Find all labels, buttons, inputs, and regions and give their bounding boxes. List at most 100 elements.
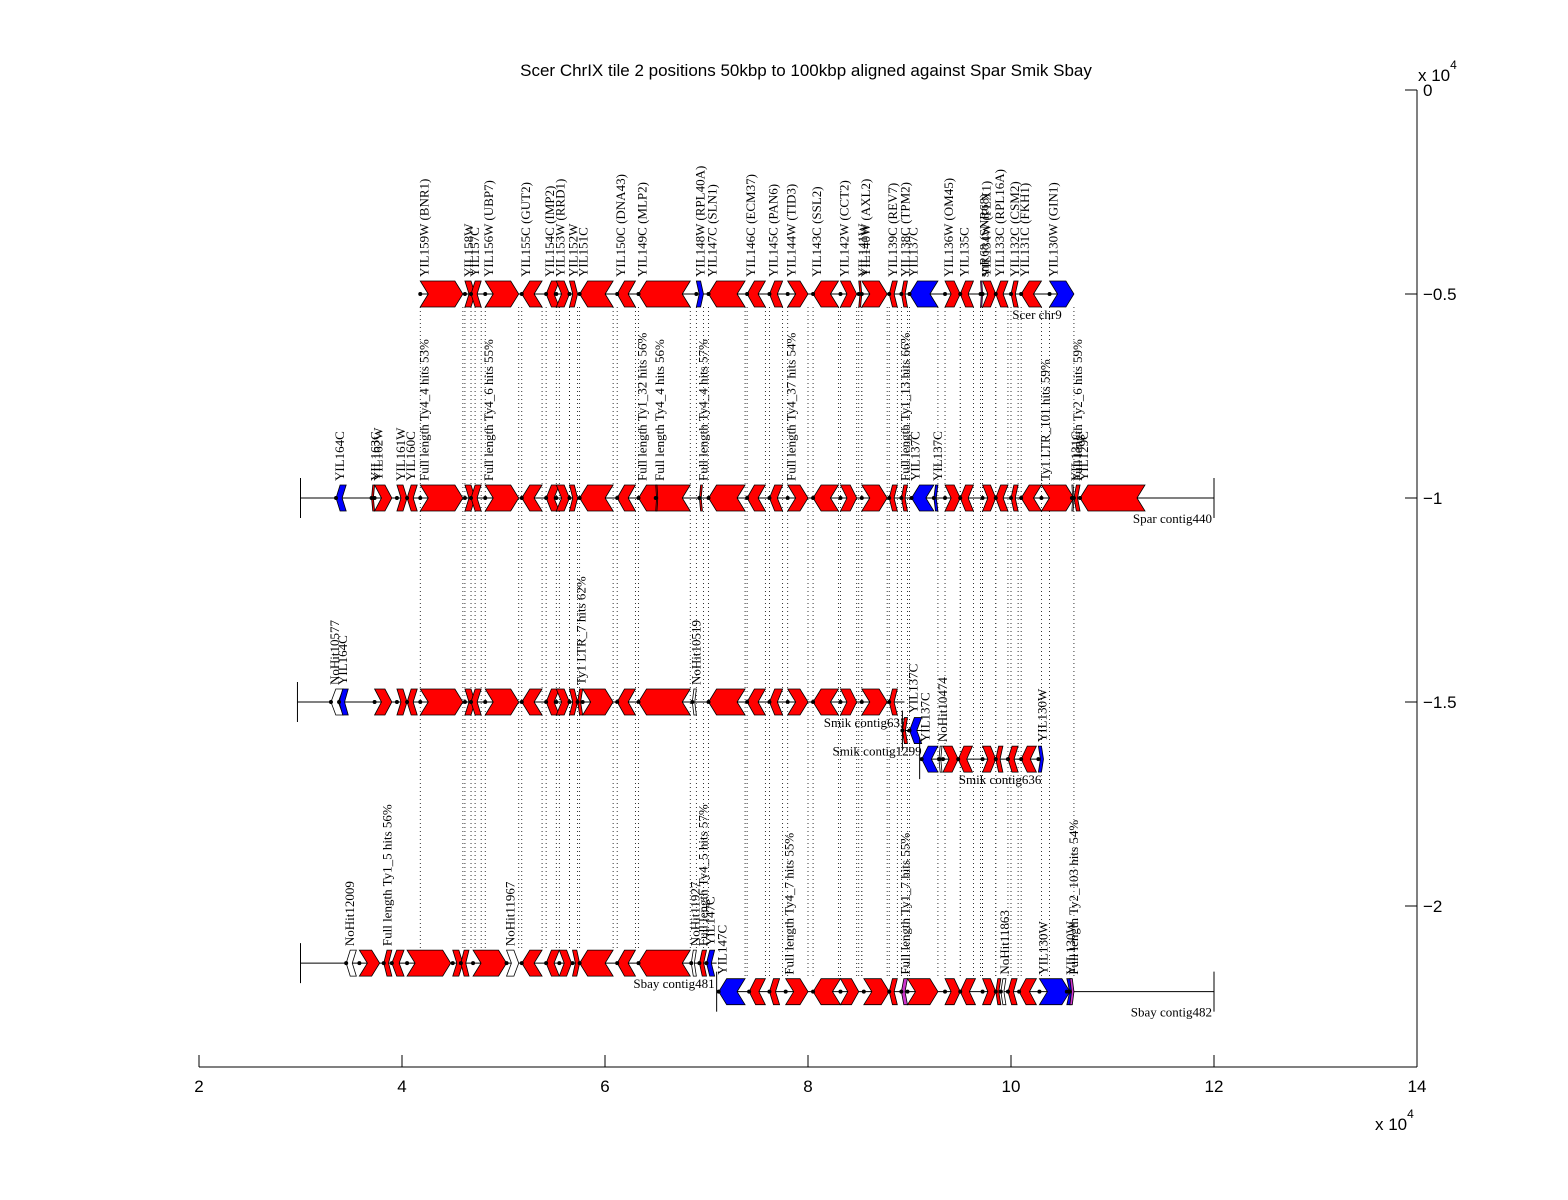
gene-glyph [419,280,464,308]
gene-label: YIL137C [906,227,921,277]
gene-boundary-dot [745,496,750,500]
gene-glyph [1073,484,1081,512]
gene-label: Ty1 LTR_7 hits 62% [574,576,589,685]
gene-boundary-dot [745,700,750,704]
gene-boundary-dot [577,496,582,500]
gene-glyph [698,949,707,977]
gene-glyph [708,688,746,716]
gene-boundary-dot [811,700,816,704]
gene-glyph [768,484,784,512]
gene-boundary-dot [357,961,362,966]
gene-label: NoHit10474 [935,677,950,743]
gene-boundary-dot [418,292,423,296]
gene-glyph [638,688,691,716]
gene-glyph [555,484,570,512]
gene-glyph [888,280,898,308]
gene-boundary-dot [636,496,641,500]
gene-boundary-dot [905,989,910,994]
track-sbay-contig481: NoHit12009 Full length Ty1_5 hits 56% NoHi… [300,804,718,991]
track-smik-contig636: YIL137C NoHit10474 YIL130W Smik contig636 [918,677,1050,788]
gene-boundary-dot [580,700,585,704]
gene-boundary-dot [1005,989,1010,994]
gene-label: YIL130W [1035,921,1050,975]
gene-glyph [558,949,572,977]
gene-glyph [718,978,746,1006]
gene-boundary-dot [697,961,702,966]
gene-glyph [521,688,543,716]
gene-glyph [995,484,1009,512]
gene-boundary-dot [418,700,423,704]
gene-boundary-dot [998,989,1003,994]
x-tick-label: 14 [1408,1077,1427,1096]
gene-boundary-dot [931,496,936,500]
gene-glyph [839,978,860,1006]
gene-label: YIL137C [906,664,921,714]
y-tick-label: 0 [1423,81,1432,100]
gene-label: YIL144W (TID3) [784,184,799,277]
gene-boundary-dot [405,961,410,966]
gene-boundary-dot [1019,496,1024,500]
y-tick-label: −2 [1423,897,1442,916]
gene-glyph [786,280,809,308]
gene-glyph [391,949,405,977]
axes: 2 4 6 8 10 12 14 0 −0.5 −1 −1.5 −2 x 104 x 104 [194,58,1457,1134]
gene-boundary-dot [1019,757,1024,762]
gene-label: NoHit11967 [503,881,518,946]
gene-glyph [944,280,961,308]
contig-label: Smik contig636 [959,772,1042,787]
gene-glyph [638,949,691,977]
gene-boundary-dot [767,989,772,994]
gene-glyph [1037,745,1044,773]
gene-glyph [1007,745,1019,773]
gene-label: YIL147C (SLN1) [705,184,720,277]
gene-boundary-dot [577,292,582,296]
gene-glyph [484,280,520,308]
gene-boundary-dot [615,700,620,704]
gene-glyph [358,949,381,977]
y-ticks: 0 −0.5 −1 −1.5 −2 [1405,81,1457,916]
gene-boundary-dot [811,989,816,994]
gene-boundary-dot [636,700,641,704]
gene-glyph [484,484,520,512]
gene-glyph [616,949,637,977]
gene-boundary-dot [394,700,399,704]
gene-label: YIL152W [565,223,580,277]
gene-glyph [568,688,579,716]
gene-glyph [863,978,890,1006]
gene-label: YIL136W (OM45) [941,178,956,277]
contig-label: Spar contig440 [1133,511,1212,526]
gene-glyph [581,688,614,716]
gene-glyph [579,949,614,977]
gene-boundary-dot [1071,496,1076,500]
gene-glyph [708,280,746,308]
gene-glyph [900,280,908,308]
gene-boundary-dot [1078,496,1083,500]
gene-label: YIL138C (TPM2) [897,182,912,277]
gene-boundary-dot [1047,292,1052,296]
gene-label: YIL130W (GIN1) [1046,182,1061,277]
gene-boundary-dot [337,700,342,704]
gene-glyph [695,280,704,308]
gene-glyph [396,484,408,512]
gene-boundary-dot [575,700,580,704]
gene-boundary-dot [554,292,559,296]
gene-boundary-dot [887,989,892,994]
chart-title: Scer ChrIX tile 2 positions 50kbp to 100… [520,61,1092,80]
gene-glyph [1020,745,1038,773]
gene-boundary-dot [544,496,549,500]
gene-glyph [921,745,939,773]
gene-glyph [906,978,939,1006]
gene-boundary-dot [519,961,524,966]
gene-boundary-dot [1037,989,1042,994]
gene-glyph [545,484,560,512]
gene-boundary-dot [615,292,620,296]
gene-glyph [521,484,543,512]
gene-boundary-dot [405,700,410,704]
gene-boundary-dot [483,292,488,296]
gene-glyph [1000,978,1007,1006]
gene-glyph [616,688,637,716]
